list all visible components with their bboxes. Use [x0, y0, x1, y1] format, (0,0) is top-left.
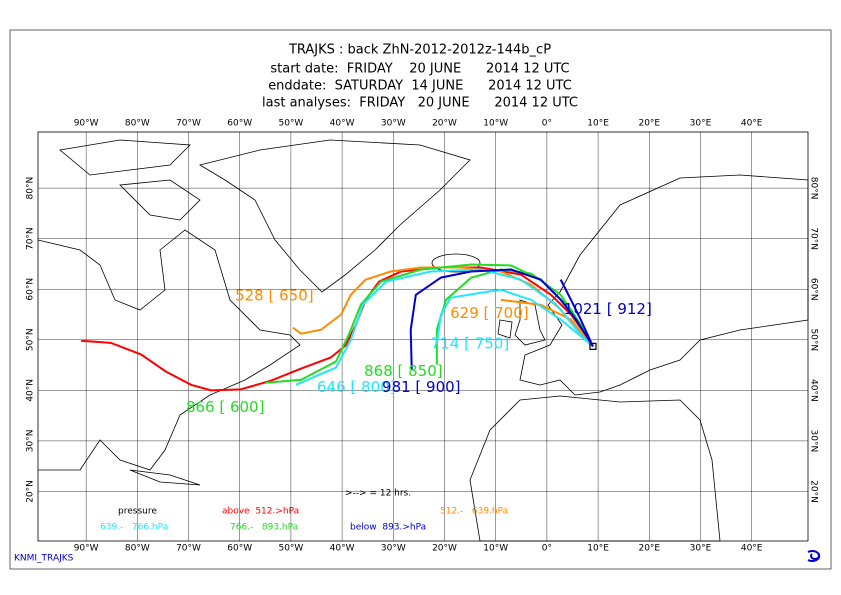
legend-entry: 639.- 766.hPa	[100, 523, 168, 533]
trajectory-label: 866 [ 600]	[186, 398, 265, 416]
lon-label-bottom: 50°W	[278, 544, 303, 554]
trajectory	[80, 266, 594, 392]
lon-label-top: 60°W	[227, 119, 252, 129]
lat-label-left: 20°N	[26, 480, 36, 503]
lat-label-left: 80°N	[26, 177, 36, 200]
lon-label-bottom: 80°W	[125, 544, 150, 554]
trajectory-label: 1021 [ 912]	[564, 300, 652, 318]
trajectory	[500, 298, 594, 347]
lat-label-left: 50°N	[26, 328, 36, 351]
legend-title: pressure	[118, 507, 157, 517]
frame	[9, 29, 832, 570]
legend-entry: below 893.>hPa	[350, 523, 426, 533]
graticule: 90°W 90°W 80°W 80°W 70°W 70°W 60°W 60°W 50°W 50°W…	[26, 119, 819, 554]
trajectory-label: 981 [ 900]	[382, 378, 461, 396]
lon-label-top: 70°W	[176, 119, 201, 129]
coastlines	[37, 139, 809, 542]
lat-label-right: 80°N	[809, 177, 819, 200]
trajectory-label: 528 [ 650]	[235, 286, 314, 304]
trajectory-label: 629 [ 700]	[450, 304, 529, 322]
lat-label-right: 60°N	[809, 278, 819, 301]
trajectory	[409, 268, 594, 370]
europe	[519, 174, 809, 396]
lon-label-bottom: 40°W	[330, 544, 355, 554]
lon-label-top: 0°	[542, 119, 552, 129]
lon-label-bottom: 40°E	[741, 544, 763, 554]
legend-entry: above 512.>hPa	[222, 507, 299, 517]
legend: >--> = 12 hrs. pressure above 512.>hPa 51…	[100, 489, 508, 533]
trajectory	[435, 288, 594, 348]
lat-label-right: 20°N	[809, 480, 819, 503]
lat-label-left: 30°N	[26, 430, 36, 453]
lon-label-bottom: 20°E	[638, 544, 660, 554]
lat-label-right: 30°N	[809, 430, 819, 453]
lon-label-bottom: 70°W	[176, 544, 201, 554]
lat-label-right: 50°N	[809, 328, 819, 351]
africa	[469, 395, 721, 542]
footer: KNMI_TRAJKS	[14, 554, 74, 564]
lon-label-bottom: 30°E	[690, 544, 712, 554]
legend-note: >--> = 12 hrs.	[345, 489, 411, 499]
header: TRAJKS : back ZhN-2012-2012z-144b_cP sta…	[262, 43, 578, 111]
trajectory	[559, 279, 594, 347]
lon-label-bottom: 10°W	[483, 544, 508, 554]
lon-label-top: 20°E	[638, 119, 660, 129]
lon-label-bottom: 10°E	[587, 544, 609, 554]
cuba	[129, 469, 201, 486]
lon-label-top: 30°W	[381, 119, 406, 129]
lat-label-left: 60°N	[26, 278, 36, 301]
lon-label-bottom: 90°W	[74, 544, 99, 554]
arctic-islands	[59, 139, 201, 221]
lon-label-top: 40°E	[741, 119, 763, 129]
end-date: enddate: SATURDAY 14 JUNE 2014 12 UTC	[268, 79, 572, 94]
lon-label-top: 40°W	[330, 119, 355, 129]
lat-label-right: 70°N	[809, 227, 819, 250]
greenland	[198, 139, 471, 293]
lon-label-bottom: 30°W	[381, 544, 406, 554]
logo	[807, 550, 821, 562]
trajectory-label: 714 [ 750]	[431, 334, 510, 352]
trajectory	[295, 268, 594, 386]
legend-entry: 766.- 893.hPa	[230, 523, 298, 533]
lon-label-top: 10°E	[587, 119, 609, 129]
lat-label-left: 70°N	[26, 227, 36, 250]
lon-label-top: 80°W	[125, 119, 150, 129]
title: TRAJKS : back ZhN-2012-2012z-144b_cP	[288, 43, 551, 58]
trajectories: 528 [ 650] 629 [ 700] 1021 [ 912] 714 [ 750…	[80, 263, 652, 416]
iceland	[431, 253, 481, 273]
start-date: start date: FRIDAY 20 JUNE 2014 12 UTC	[270, 62, 569, 77]
north-america	[37, 229, 301, 471]
map-frame	[37, 131, 809, 542]
lon-label-bottom: 0°	[542, 544, 552, 554]
trajectory-label: 646 [ 800]	[317, 378, 396, 396]
legend-entry: 512.- 639.hPa	[440, 507, 508, 517]
end-point	[589, 342, 597, 350]
uk	[497, 299, 546, 346]
trajectory-label: 868 [ 850]	[364, 362, 443, 380]
analyses: last analyses: FRIDAY 20 JUNE 2014 12 UT…	[262, 96, 578, 111]
lon-label-bottom: 60°W	[227, 544, 252, 554]
lon-label-top: 90°W	[74, 119, 99, 129]
lat-label-right: 40°N	[809, 379, 819, 402]
lon-label-top: 20°W	[432, 119, 457, 129]
lon-label-top: 30°E	[690, 119, 712, 129]
lon-label-bottom: 20°W	[432, 544, 457, 554]
lon-label-top: 10°W	[483, 119, 508, 129]
lon-label-top: 50°W	[278, 119, 303, 129]
lat-label-left: 40°N	[26, 379, 36, 402]
